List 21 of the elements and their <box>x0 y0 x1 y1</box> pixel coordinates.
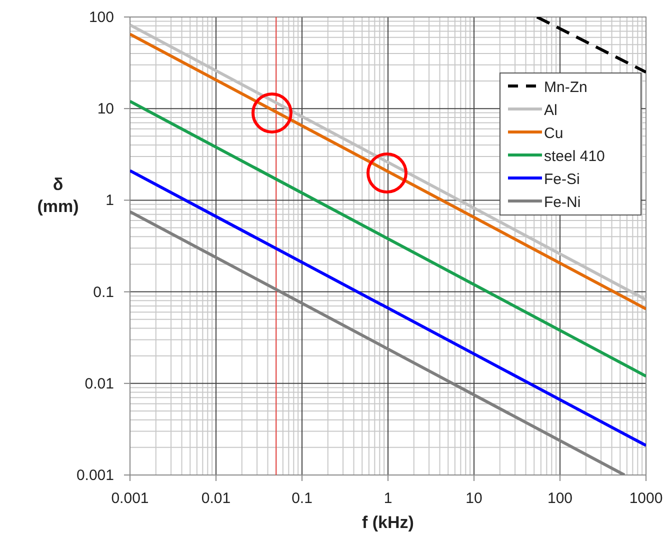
legend-label: Mn-Zn <box>544 79 588 96</box>
legend-label: Fe-Si <box>544 171 580 188</box>
x-tick-label: 0.1 <box>292 490 312 507</box>
y-tick-label: 10 <box>97 100 114 118</box>
legend-label: Fe-Ni <box>544 194 581 211</box>
y-tick-label: 100 <box>88 9 114 26</box>
x-tick-label: 100 <box>547 490 573 507</box>
x-tick-label: 1000 <box>629 490 663 507</box>
legend-label: steel 410 <box>544 148 605 165</box>
y-tick-label: 0.1 <box>93 284 114 301</box>
y-tick-label: 0.001 <box>76 467 114 484</box>
y-axis-title: δ (mm) <box>37 175 79 216</box>
legend-label: Al <box>544 102 558 119</box>
y-tick-label: 1 <box>106 192 114 210</box>
x-axis-title: f (kHz) <box>362 513 414 532</box>
x-tick-label: 0.001 <box>111 490 149 507</box>
x-tick-label: 0.01 <box>201 490 231 507</box>
y-tick-label: 0.01 <box>84 375 114 392</box>
legend-label: Cu <box>544 125 564 142</box>
x-tick-label: 1 <box>384 490 392 507</box>
x-tick-label: 10 <box>466 490 482 507</box>
